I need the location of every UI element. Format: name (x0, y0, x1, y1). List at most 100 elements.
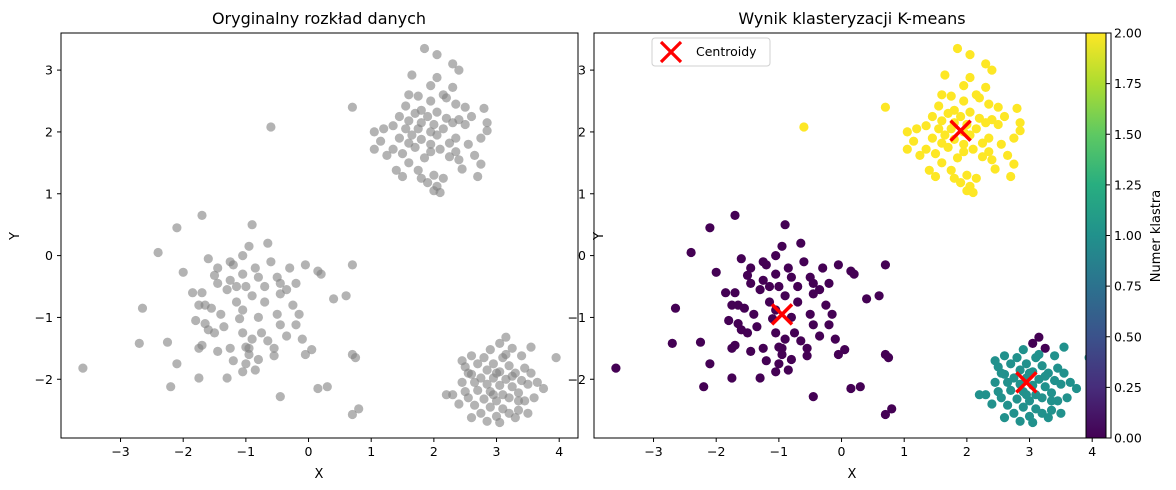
data-point (253, 272, 263, 282)
y-tick-label: −2 (35, 372, 53, 387)
data-point (796, 238, 806, 248)
data-point (316, 269, 326, 279)
data-point (501, 332, 511, 342)
data-point (924, 165, 934, 175)
data-point (401, 124, 411, 134)
data-point (172, 359, 182, 369)
data-point (172, 223, 182, 233)
data-point (473, 385, 483, 395)
data-point (755, 285, 765, 295)
data-point (1059, 368, 1069, 378)
data-point (466, 111, 477, 122)
data-point (1003, 377, 1013, 387)
data-point (291, 320, 301, 330)
data-point (213, 278, 223, 288)
data-point (382, 150, 392, 160)
data-point (1015, 416, 1025, 426)
data-point (777, 349, 787, 360)
data-point (457, 164, 467, 174)
data-point (197, 288, 207, 298)
data-point (902, 144, 912, 154)
data-point (789, 328, 800, 338)
data-point (238, 305, 248, 315)
data-point (1046, 388, 1057, 398)
data-point (774, 342, 784, 352)
data-point (225, 343, 235, 353)
data-point (507, 343, 517, 353)
data-point (250, 365, 260, 375)
data-point (670, 303, 681, 313)
data-point (1015, 126, 1025, 136)
x-tick-label: 3 (493, 444, 501, 459)
data-point (238, 269, 248, 279)
data-point (937, 116, 947, 126)
data-point (1059, 342, 1069, 352)
data-point (191, 315, 201, 326)
data-point (482, 416, 492, 426)
data-point (473, 359, 483, 369)
data-point (463, 368, 473, 378)
data-point (479, 394, 489, 404)
data-point (266, 257, 276, 267)
y-tick-label: 3 (578, 63, 586, 78)
x-tick-label: 0 (305, 444, 313, 459)
data-point (802, 343, 812, 353)
data-point (404, 116, 414, 126)
data-point (479, 103, 489, 113)
data-point (987, 65, 997, 75)
data-point (272, 309, 282, 319)
data-point (943, 108, 953, 118)
y-axis-ticks: −2 −1 0 1 2 3 (568, 63, 594, 387)
data-point (742, 328, 753, 338)
data-point (815, 331, 825, 341)
data-point (912, 124, 922, 134)
data-point (934, 124, 944, 134)
data-point (288, 300, 298, 310)
y-tick-label: 2 (45, 124, 53, 139)
data-point (927, 111, 938, 122)
data-point (413, 124, 423, 134)
x-tick-label: −1 (237, 444, 255, 459)
data-point (423, 111, 433, 122)
data-point (178, 267, 188, 277)
centroid-marker (1015, 371, 1038, 394)
data-point (742, 270, 753, 280)
data-point (746, 278, 756, 288)
data-point (830, 334, 840, 344)
data-point (153, 247, 163, 258)
data-point (231, 297, 242, 307)
data-point (513, 405, 524, 415)
colorbar-tick-label: 2.00 (1114, 26, 1142, 41)
data-point (984, 147, 994, 157)
data-point (350, 353, 361, 363)
y-tick-label: 0 (578, 248, 586, 263)
data-point (758, 343, 768, 353)
data-point (241, 342, 251, 352)
data-point (410, 108, 420, 118)
data-point (329, 294, 339, 304)
data-point (297, 334, 307, 344)
data-point (937, 158, 947, 168)
data-point (470, 400, 480, 410)
x-tick-label: −2 (707, 444, 725, 459)
colorbar-tick-label: 0.00 (1114, 431, 1142, 446)
x-tick-label: −2 (174, 444, 192, 459)
data-point (491, 368, 502, 378)
data-point (846, 383, 856, 394)
data-point (730, 210, 740, 220)
data-point (746, 263, 756, 273)
x-axis-label: X (315, 467, 324, 482)
y-axis-label: Y (8, 232, 23, 241)
data-point (397, 171, 408, 182)
data-point (805, 309, 815, 319)
data-point (282, 331, 292, 341)
data-point (793, 281, 803, 292)
data-point (441, 93, 451, 103)
data-point (686, 247, 696, 258)
data-point (796, 336, 806, 346)
data-point (1040, 382, 1050, 392)
data-point (238, 328, 248, 338)
data-point (774, 281, 784, 292)
data-point (504, 393, 514, 403)
data-point (435, 144, 445, 154)
